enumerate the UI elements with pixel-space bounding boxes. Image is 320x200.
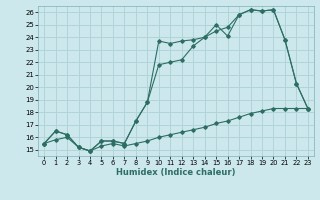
X-axis label: Humidex (Indice chaleur): Humidex (Indice chaleur) (116, 168, 236, 177)
